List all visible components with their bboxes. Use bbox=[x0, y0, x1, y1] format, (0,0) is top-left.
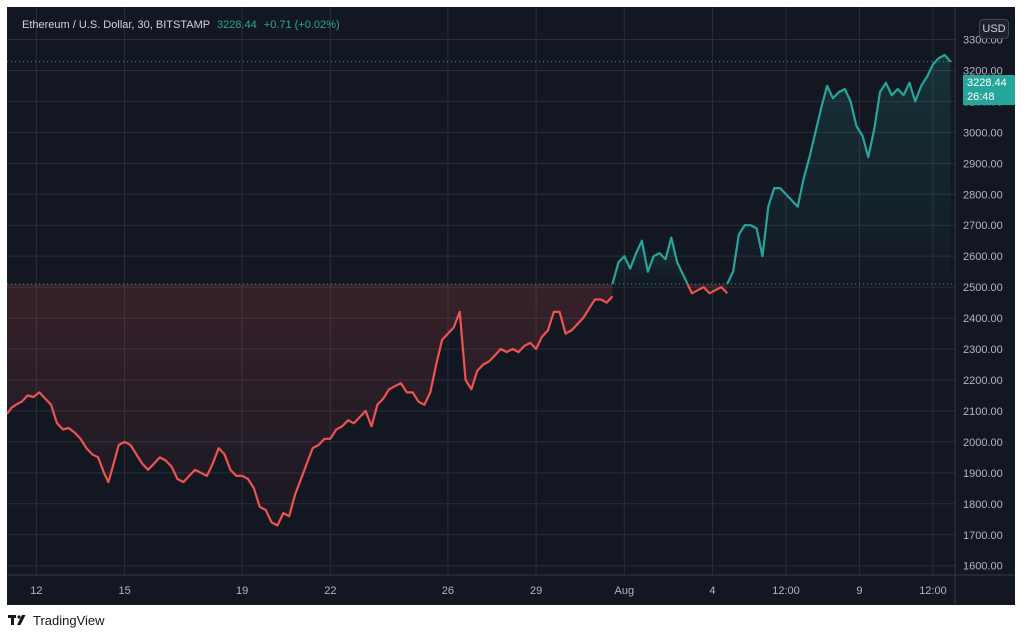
series-line-2 bbox=[686, 283, 728, 295]
y-tick-label: 2700.00 bbox=[963, 220, 1003, 232]
symbol-legend: Ethereum / U.S. Dollar, 30, BITSTAMP 322… bbox=[22, 19, 340, 31]
series-area-3 bbox=[727, 55, 951, 284]
y-tick-label: 1900.00 bbox=[963, 468, 1003, 480]
x-tick-label: 12:00 bbox=[919, 585, 947, 597]
x-tick-label: Aug bbox=[615, 585, 635, 597]
x-axis[interactable]: 12 15 19 22 26 29 Aug 4 12:00 9 12:00 bbox=[7, 574, 1015, 597]
price-tag-countdown: 26:48 bbox=[967, 91, 995, 103]
x-tick-label: 12:00 bbox=[772, 585, 800, 597]
y-tick-label: 3000.00 bbox=[963, 127, 1003, 139]
y-tick-label: 2000.00 bbox=[963, 437, 1003, 449]
price-change: +0.71 (+0.02%) bbox=[263, 19, 340, 31]
y-tick-label: 1700.00 bbox=[963, 530, 1003, 542]
x-tick-label: 26 bbox=[442, 585, 454, 597]
y-tick-label: 2100.00 bbox=[963, 406, 1003, 418]
y-tick-label: 1800.00 bbox=[963, 499, 1003, 511]
x-tick-label: 22 bbox=[324, 585, 336, 597]
series-line-0 bbox=[7, 295, 614, 527]
footer[interactable]: TradingView bbox=[8, 611, 105, 629]
price-lines bbox=[7, 53, 952, 527]
x-tick-label: 15 bbox=[118, 585, 130, 597]
y-tick-label: 2800.00 bbox=[963, 189, 1003, 201]
area-fill bbox=[7, 55, 951, 526]
x-tick-label: 4 bbox=[709, 585, 715, 597]
y-tick-label: 2200.00 bbox=[963, 375, 1003, 387]
tradingview-logo-icon bbox=[8, 615, 26, 625]
x-tick-label: 9 bbox=[856, 585, 862, 597]
x-tick-label: 19 bbox=[236, 585, 248, 597]
chart-frame: 1600.00 1700.00 1800.00 1900.00 2000.00 2100.… bbox=[7, 7, 1015, 605]
x-tick-label: 29 bbox=[530, 585, 542, 597]
series-line-1 bbox=[611, 236, 689, 285]
x-tick-label: 12 bbox=[30, 585, 42, 597]
y-tick-label: 2400.00 bbox=[963, 313, 1003, 325]
y-tick-label: 2300.00 bbox=[963, 344, 1003, 356]
y-tick-label: 2500.00 bbox=[963, 282, 1003, 294]
series-area-0 bbox=[7, 284, 613, 526]
series-line-3 bbox=[726, 53, 952, 285]
y-tick-label: 1600.00 bbox=[963, 561, 1003, 573]
symbol-label: Ethereum / U.S. Dollar, 30, BITSTAMP bbox=[22, 19, 210, 31]
y-axis[interactable]: 1600.00 1700.00 1800.00 1900.00 2000.00 2100.… bbox=[954, 7, 1003, 605]
footer-brand: TradingView bbox=[33, 612, 105, 628]
price-chart[interactable]: 1600.00 1700.00 1800.00 1900.00 2000.00 2100.… bbox=[7, 7, 1015, 605]
series-area-2 bbox=[687, 284, 728, 294]
y-tick-label: 3200.00 bbox=[963, 65, 1003, 77]
last-price-value: 3228.44 bbox=[216, 19, 257, 31]
currency-button[interactable]: USD bbox=[979, 19, 1009, 39]
y-tick-label: 2900.00 bbox=[963, 158, 1003, 170]
last-price-tag: 3228.44 26:48 bbox=[963, 75, 1015, 105]
price-tag-value: 3228.44 bbox=[967, 77, 1007, 89]
y-tick-label: 2600.00 bbox=[963, 251, 1003, 263]
